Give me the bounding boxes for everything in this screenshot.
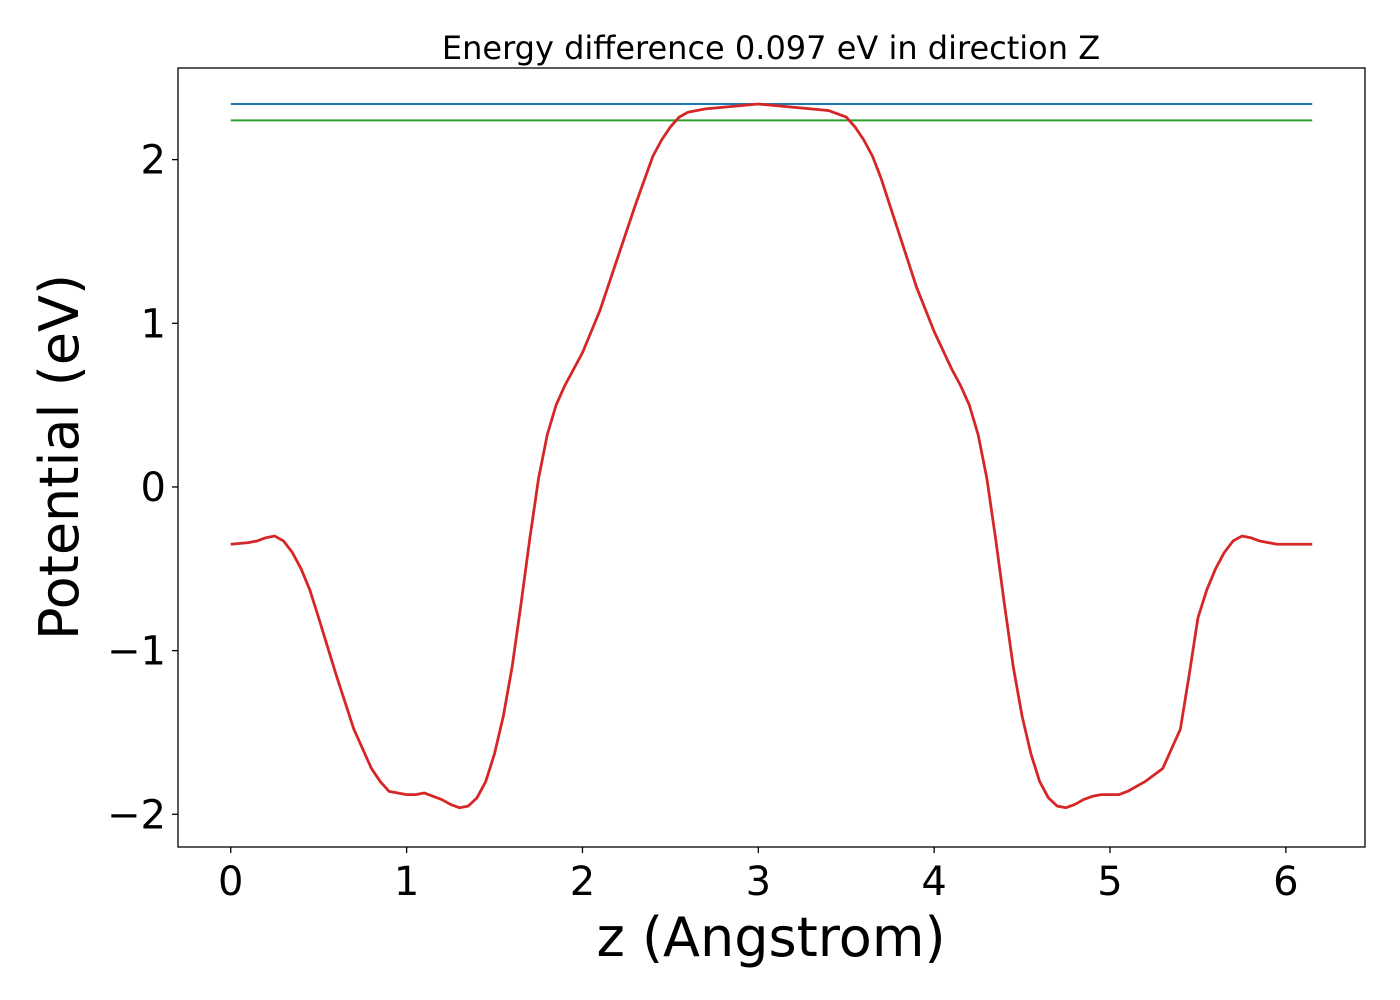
x-tick-label: 2 (570, 859, 595, 905)
x-tick-label: 5 (1097, 859, 1122, 905)
series-line-2 (230, 102, 1313, 810)
x-tick-label: 6 (1273, 859, 1298, 905)
y-axis-label: Potential (eV) (28, 274, 91, 640)
x-tick-label: 4 (921, 859, 946, 905)
y-tick-label: −1 (107, 629, 166, 675)
plot-area (230, 102, 1313, 810)
x-tick-label: 3 (746, 859, 771, 905)
y-axis-ticks: −2 −1 0 1 2 (107, 138, 178, 838)
y-tick-label: 2 (141, 138, 166, 184)
axes-frame (177, 67, 1366, 848)
x-tick-label: 0 (218, 859, 243, 905)
y-tick-label: 0 (141, 465, 166, 511)
y-tick-label: −2 (107, 792, 166, 838)
chart-title: Energy difference 0.097 eV in direction … (442, 29, 1100, 67)
x-axis-label: z (Angstrom) (596, 906, 945, 969)
x-tick-label: 1 (394, 859, 419, 905)
x-axis-ticks: 0 1 2 3 4 5 6 (218, 847, 1299, 905)
y-tick-label: 1 (141, 301, 166, 347)
